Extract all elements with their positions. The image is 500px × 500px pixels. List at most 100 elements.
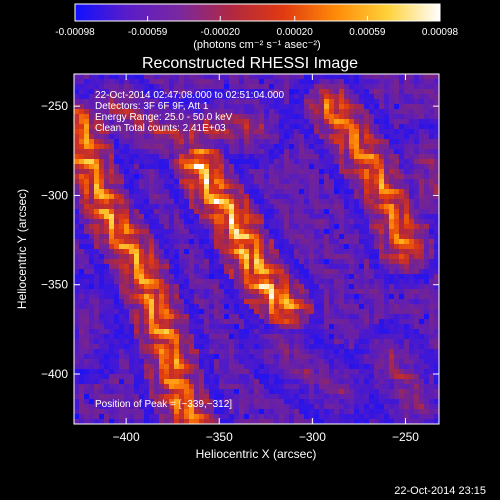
heatmap-cell <box>349 299 354 304</box>
heatmap-cell <box>84 79 89 84</box>
heatmap-cell <box>359 224 364 229</box>
heatmap-cell <box>379 334 384 339</box>
heatmap-cell <box>184 114 189 119</box>
heatmap-cell <box>279 354 284 359</box>
heatmap-cell <box>329 409 334 414</box>
heatmap-cell <box>354 99 359 104</box>
heatmap-cell <box>394 129 399 134</box>
heatmap-cell <box>339 159 344 164</box>
heatmap-cell <box>399 229 404 234</box>
heatmap-cell <box>414 404 419 409</box>
heatmap-cell <box>284 219 289 224</box>
heatmap-cell <box>299 139 304 144</box>
heatmap-cell <box>254 354 259 359</box>
heatmap-cell <box>299 189 304 194</box>
heatmap-cell <box>304 184 309 189</box>
heatmap-cell <box>234 79 239 84</box>
heatmap-cell <box>404 239 409 244</box>
heatmap-cell <box>84 94 89 99</box>
heatmap-cell <box>139 359 144 364</box>
heatmap-cell <box>419 379 424 384</box>
heatmap-cell <box>349 134 354 139</box>
heatmap-cell <box>239 369 244 374</box>
heatmap-cell <box>424 339 429 344</box>
heatmap-cell <box>259 334 264 339</box>
heatmap-cell <box>244 279 249 284</box>
heatmap-cell <box>254 144 259 149</box>
heatmap-cell <box>339 409 344 414</box>
heatmap-cell <box>284 399 289 404</box>
heatmap-cell <box>219 349 224 354</box>
heatmap-cell <box>99 384 104 389</box>
heatmap-cell <box>104 299 109 304</box>
heatmap-cell <box>229 169 234 174</box>
heatmap-cell <box>389 74 394 79</box>
heatmap-cell <box>429 154 434 159</box>
heatmap-cell <box>94 74 99 79</box>
heatmap-cell <box>359 179 364 184</box>
heatmap-cell <box>264 119 269 124</box>
heatmap-cell <box>104 214 109 219</box>
heatmap-cell <box>429 179 434 184</box>
heatmap-cell <box>274 279 279 284</box>
heatmap-cell <box>429 259 434 264</box>
heatmap-cell <box>244 389 249 394</box>
heatmap-cell <box>324 159 329 164</box>
heatmap-cell <box>399 234 404 239</box>
heatmap-cell <box>224 334 229 339</box>
heatmap-cell <box>109 234 114 239</box>
heatmap-cell <box>284 279 289 284</box>
heatmap-cell <box>274 404 279 409</box>
heatmap-cell <box>129 89 134 94</box>
heatmap-cell <box>204 324 209 329</box>
heatmap-cell <box>134 164 139 169</box>
heatmap-cell <box>184 184 189 189</box>
heatmap-cell <box>239 294 244 299</box>
heatmap-cell <box>414 114 419 119</box>
heatmap-cell <box>319 179 324 184</box>
heatmap-cell <box>184 319 189 324</box>
heatmap-cell <box>264 404 269 409</box>
heatmap-cell <box>334 334 339 339</box>
heatmap-cell <box>154 194 159 199</box>
heatmap-cell <box>114 99 119 104</box>
heatmap-cell <box>369 324 374 329</box>
heatmap-cell <box>84 289 89 294</box>
heatmap-cell <box>369 259 374 264</box>
heatmap-cell <box>284 309 289 314</box>
heatmap-cell <box>389 249 394 254</box>
heatmap-cell <box>104 284 109 289</box>
heatmap-cell <box>279 374 284 379</box>
heatmap-cell <box>284 324 289 329</box>
heatmap-cell <box>154 209 159 214</box>
heatmap-cell <box>329 274 334 279</box>
heatmap-cell <box>269 114 274 119</box>
heatmap-cell <box>319 279 324 284</box>
heatmap-cell <box>369 149 374 154</box>
heatmap-cell <box>389 159 394 164</box>
heatmap-cell <box>129 174 134 179</box>
heatmap-cell <box>144 259 149 264</box>
heatmap-cell <box>79 364 84 369</box>
heatmap-cell <box>284 374 289 379</box>
heatmap-cell <box>409 224 414 229</box>
heatmap-cell <box>309 334 314 339</box>
heatmap-cell <box>354 94 359 99</box>
heatmap-cell <box>189 239 194 244</box>
heatmap-cell <box>349 334 354 339</box>
heatmap-cell <box>159 164 164 169</box>
heatmap-cell <box>369 214 374 219</box>
heatmap-cell <box>104 209 109 214</box>
heatmap-cell <box>339 139 344 144</box>
heatmap-cell <box>204 139 209 144</box>
heatmap-cell <box>384 119 389 124</box>
heatmap-cell <box>269 264 274 269</box>
heatmap-cell <box>119 409 124 414</box>
heatmap-cell <box>114 89 119 94</box>
heatmap-cell <box>399 334 404 339</box>
heatmap-cell <box>374 134 379 139</box>
heatmap-cell <box>159 244 164 249</box>
heatmap-cell <box>279 399 284 404</box>
heatmap-cell <box>209 119 214 124</box>
heatmap-cell <box>224 204 229 209</box>
